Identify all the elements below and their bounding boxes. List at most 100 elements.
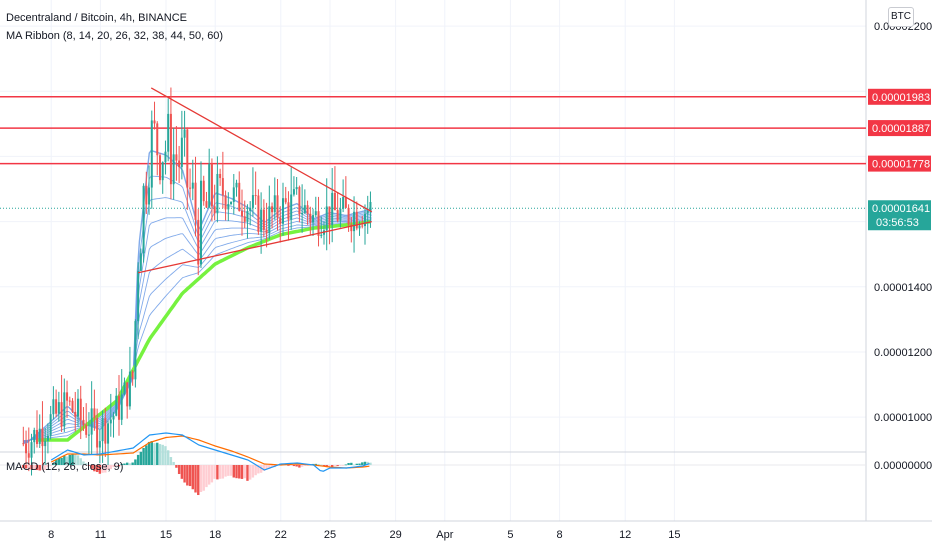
candle-body-55 xyxy=(172,154,175,185)
candle-body-5 xyxy=(35,429,38,444)
candle-body-124 xyxy=(361,225,364,227)
macd-hist-bar-59 xyxy=(183,465,186,483)
macd-hist-bar-39 xyxy=(128,463,132,465)
candle-body-24 xyxy=(87,434,90,436)
macd-hist-bar-87 xyxy=(259,465,263,473)
candle-body-1 xyxy=(25,443,28,454)
macd-hist-bar-123 xyxy=(358,463,361,465)
macd-hist-bar-58 xyxy=(180,465,184,479)
candle-body-32 xyxy=(109,419,112,424)
macd-hist-bar-15 xyxy=(63,456,66,465)
candle-body-76 xyxy=(230,201,233,204)
candle-body-45 xyxy=(145,185,148,205)
indicator-legend[interactable]: MA Ribbon (8, 14, 20, 26, 32, 38, 44, 50… xyxy=(6,30,224,42)
candle-body-89 xyxy=(265,229,268,234)
macd-hist-bar-125 xyxy=(363,461,367,465)
candle-body-122 xyxy=(355,211,358,229)
candle-body-65 xyxy=(199,180,202,265)
macd-hist-bar-79 xyxy=(238,465,241,479)
candle-body-48 xyxy=(153,120,156,124)
candle-body-125 xyxy=(363,213,366,227)
macd-hist-bar-117 xyxy=(341,465,345,466)
candle-body-75 xyxy=(227,203,230,210)
candle-body-77 xyxy=(232,187,235,202)
time-tick-9: 8 xyxy=(557,529,563,541)
macd-hist-bar-44 xyxy=(142,447,145,465)
candle-body-83 xyxy=(249,207,252,212)
trendline-upper xyxy=(150,87,373,213)
macd-hist-bar-66 xyxy=(202,465,205,491)
candle-body-84 xyxy=(251,195,254,208)
macd-hist-bar-20 xyxy=(76,455,80,465)
candle-body-29 xyxy=(101,418,104,442)
countdown-label: 03:56:53 xyxy=(876,217,919,229)
macd-hist-bar-122 xyxy=(355,463,358,465)
candle-body-9 xyxy=(46,435,49,441)
candle-body-80 xyxy=(240,210,243,217)
macd-hist-bar-43 xyxy=(139,451,143,465)
macd-hist-bar-26 xyxy=(93,465,96,472)
macd-hist-bar-62 xyxy=(191,465,194,490)
macd-legend[interactable]: MACD (12, 26, close, 9) xyxy=(6,461,124,473)
candle-body-97 xyxy=(287,202,290,220)
macd-hist-bar-73 xyxy=(221,465,225,479)
macd-hist-bar-8 xyxy=(43,465,47,471)
macd-hist-bar-2 xyxy=(27,465,30,468)
macd-hist-bar-54 xyxy=(169,457,173,465)
macd-hist-bar-74 xyxy=(224,465,227,477)
macd-hist-bar-85 xyxy=(254,465,257,476)
candle-body-116 xyxy=(339,208,342,221)
macd-hist-bar-118 xyxy=(344,464,348,466)
candle-body-43 xyxy=(139,253,142,271)
candle-body-59 xyxy=(183,129,186,138)
candle-body-4 xyxy=(33,429,36,443)
macd-hist-bar-99 xyxy=(292,465,296,467)
candle-body-127 xyxy=(369,201,372,212)
candle-body-15 xyxy=(63,392,66,427)
candle-body-51 xyxy=(161,162,164,181)
last-price-label: 0.00001641 xyxy=(872,203,930,215)
currency-button[interactable]: BTC xyxy=(888,7,914,27)
macd-hist-bar-77 xyxy=(232,465,235,478)
time-tick-7: Apr xyxy=(436,529,453,541)
macd-hist-bar-22 xyxy=(82,461,85,465)
candle-body-6 xyxy=(38,428,41,444)
macd-hist-bar-71 xyxy=(216,465,219,480)
candle-body-67 xyxy=(205,201,208,208)
macd-hist-bar-80 xyxy=(240,465,244,479)
candle-body-74 xyxy=(224,195,227,210)
macd-hist-bar-88 xyxy=(262,465,266,471)
macd-hist-bar-91 xyxy=(270,465,274,468)
candle-body-100 xyxy=(295,187,298,190)
macd-hist-bar-102 xyxy=(300,465,304,467)
macd-hist-bar-29 xyxy=(101,465,104,473)
macd-hist-bar-37 xyxy=(123,463,126,465)
level-label-bg-0 xyxy=(868,88,931,105)
macd-hist-bar-36 xyxy=(120,463,123,465)
macd-hist-bar-120 xyxy=(350,462,353,465)
macd-hist-bar-107 xyxy=(314,463,317,465)
time-tick-1: 11 xyxy=(95,529,106,541)
macd-hist-bar-109 xyxy=(320,464,323,466)
macd-hist-bar-32 xyxy=(109,465,112,470)
candle-body-121 xyxy=(353,211,356,232)
candle-body-14 xyxy=(60,402,63,427)
macd-hist-bar-57 xyxy=(177,465,181,475)
time-tick-3: 18 xyxy=(209,529,221,541)
candle-body-73 xyxy=(221,178,224,196)
time-tick-6: 29 xyxy=(389,529,401,541)
candle-body-56 xyxy=(175,154,178,161)
macd-hist-bar-61 xyxy=(188,465,192,487)
macd-hist-bar-41 xyxy=(134,459,137,465)
price-tick-2: 0.00001200 xyxy=(874,347,932,359)
macd-hist-bar-52 xyxy=(164,446,167,465)
candle-body-113 xyxy=(331,192,334,226)
trendline-lower xyxy=(137,220,372,274)
macd-hist-bar-75 xyxy=(227,465,230,476)
macd-hist-bar-0 xyxy=(22,465,25,469)
grid-lines xyxy=(0,0,866,521)
candle-body-22 xyxy=(82,419,85,425)
candle-body-10 xyxy=(49,414,52,436)
macd-hist-bar-53 xyxy=(166,450,170,465)
